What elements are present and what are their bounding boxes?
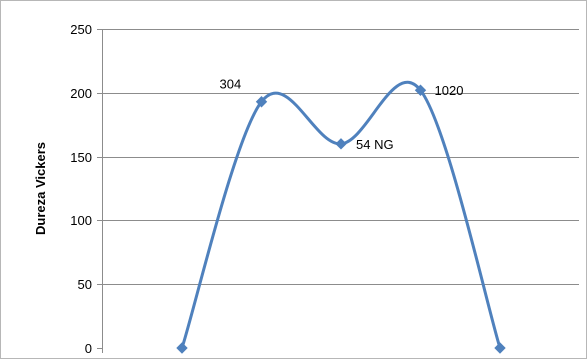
data-point-4: [494, 342, 506, 354]
y-tick-labels: 0 50 100 150 200 250: [70, 22, 92, 356]
series-line-0: [180, 80, 502, 350]
data-label-2: 54 NG: [356, 137, 394, 152]
data-point-3: [414, 84, 427, 96]
data-label-3: 1020: [435, 83, 464, 98]
y-tick-label-0: 0: [85, 341, 92, 356]
data-point-0: [176, 342, 188, 354]
data-point-2: [335, 138, 347, 150]
data-label-1: 304: [220, 77, 242, 92]
y-tick-label-250: 250: [70, 22, 92, 37]
data-labels: 304 54 NG 1020: [220, 77, 464, 152]
y-tick-label-50: 50: [78, 277, 92, 292]
y-tick-label-150: 150: [70, 150, 92, 165]
gridlines: [102, 29, 579, 285]
y-axis-title: Dureza Vickers: [33, 142, 48, 235]
data-point-1: [255, 96, 268, 108]
axes: [97, 29, 103, 353]
y-tick-label-100: 100: [70, 213, 92, 228]
y-tick-label-200: 200: [70, 86, 92, 101]
series-layer: [176, 80, 506, 354]
